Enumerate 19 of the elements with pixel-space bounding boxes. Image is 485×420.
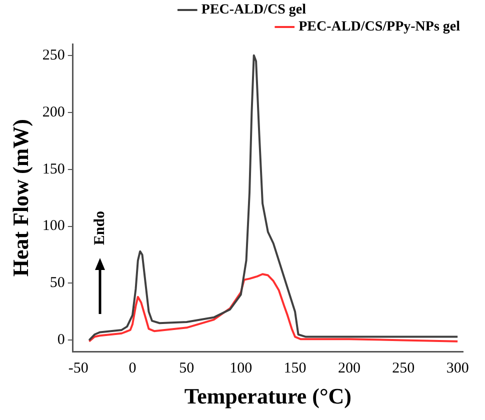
x-tick-label: 250 (392, 360, 415, 377)
y-tick-label: 250 (42, 47, 65, 64)
y-tick-label: 50 (50, 275, 65, 292)
x-tick-label: 100 (230, 360, 252, 377)
y-tick-label: 150 (42, 161, 65, 178)
y-axis-title: Heat Flow (mW) (8, 118, 33, 277)
legend-label: PEC-ALD/CS gel (201, 2, 460, 18)
x-axis-title: Temperature (°C) (184, 383, 352, 408)
x-tick-label: 300 (446, 360, 469, 377)
legend-label: PEC-ALD/CS/PPy-NPs gel (298, 20, 460, 35)
x-tick-label: -50 (68, 360, 88, 377)
y-tick-label: 0 (57, 332, 65, 348)
x-tick-label: 150 (284, 360, 306, 377)
y-tick-label: 100 (42, 218, 65, 234)
annotation: Endo (92, 210, 108, 246)
x-tick-label: 50 (179, 360, 194, 377)
y-tick-label: 200 (42, 104, 65, 120)
x-tick-label: 0 (128, 360, 136, 377)
x-tick-label: 200 (338, 360, 360, 377)
